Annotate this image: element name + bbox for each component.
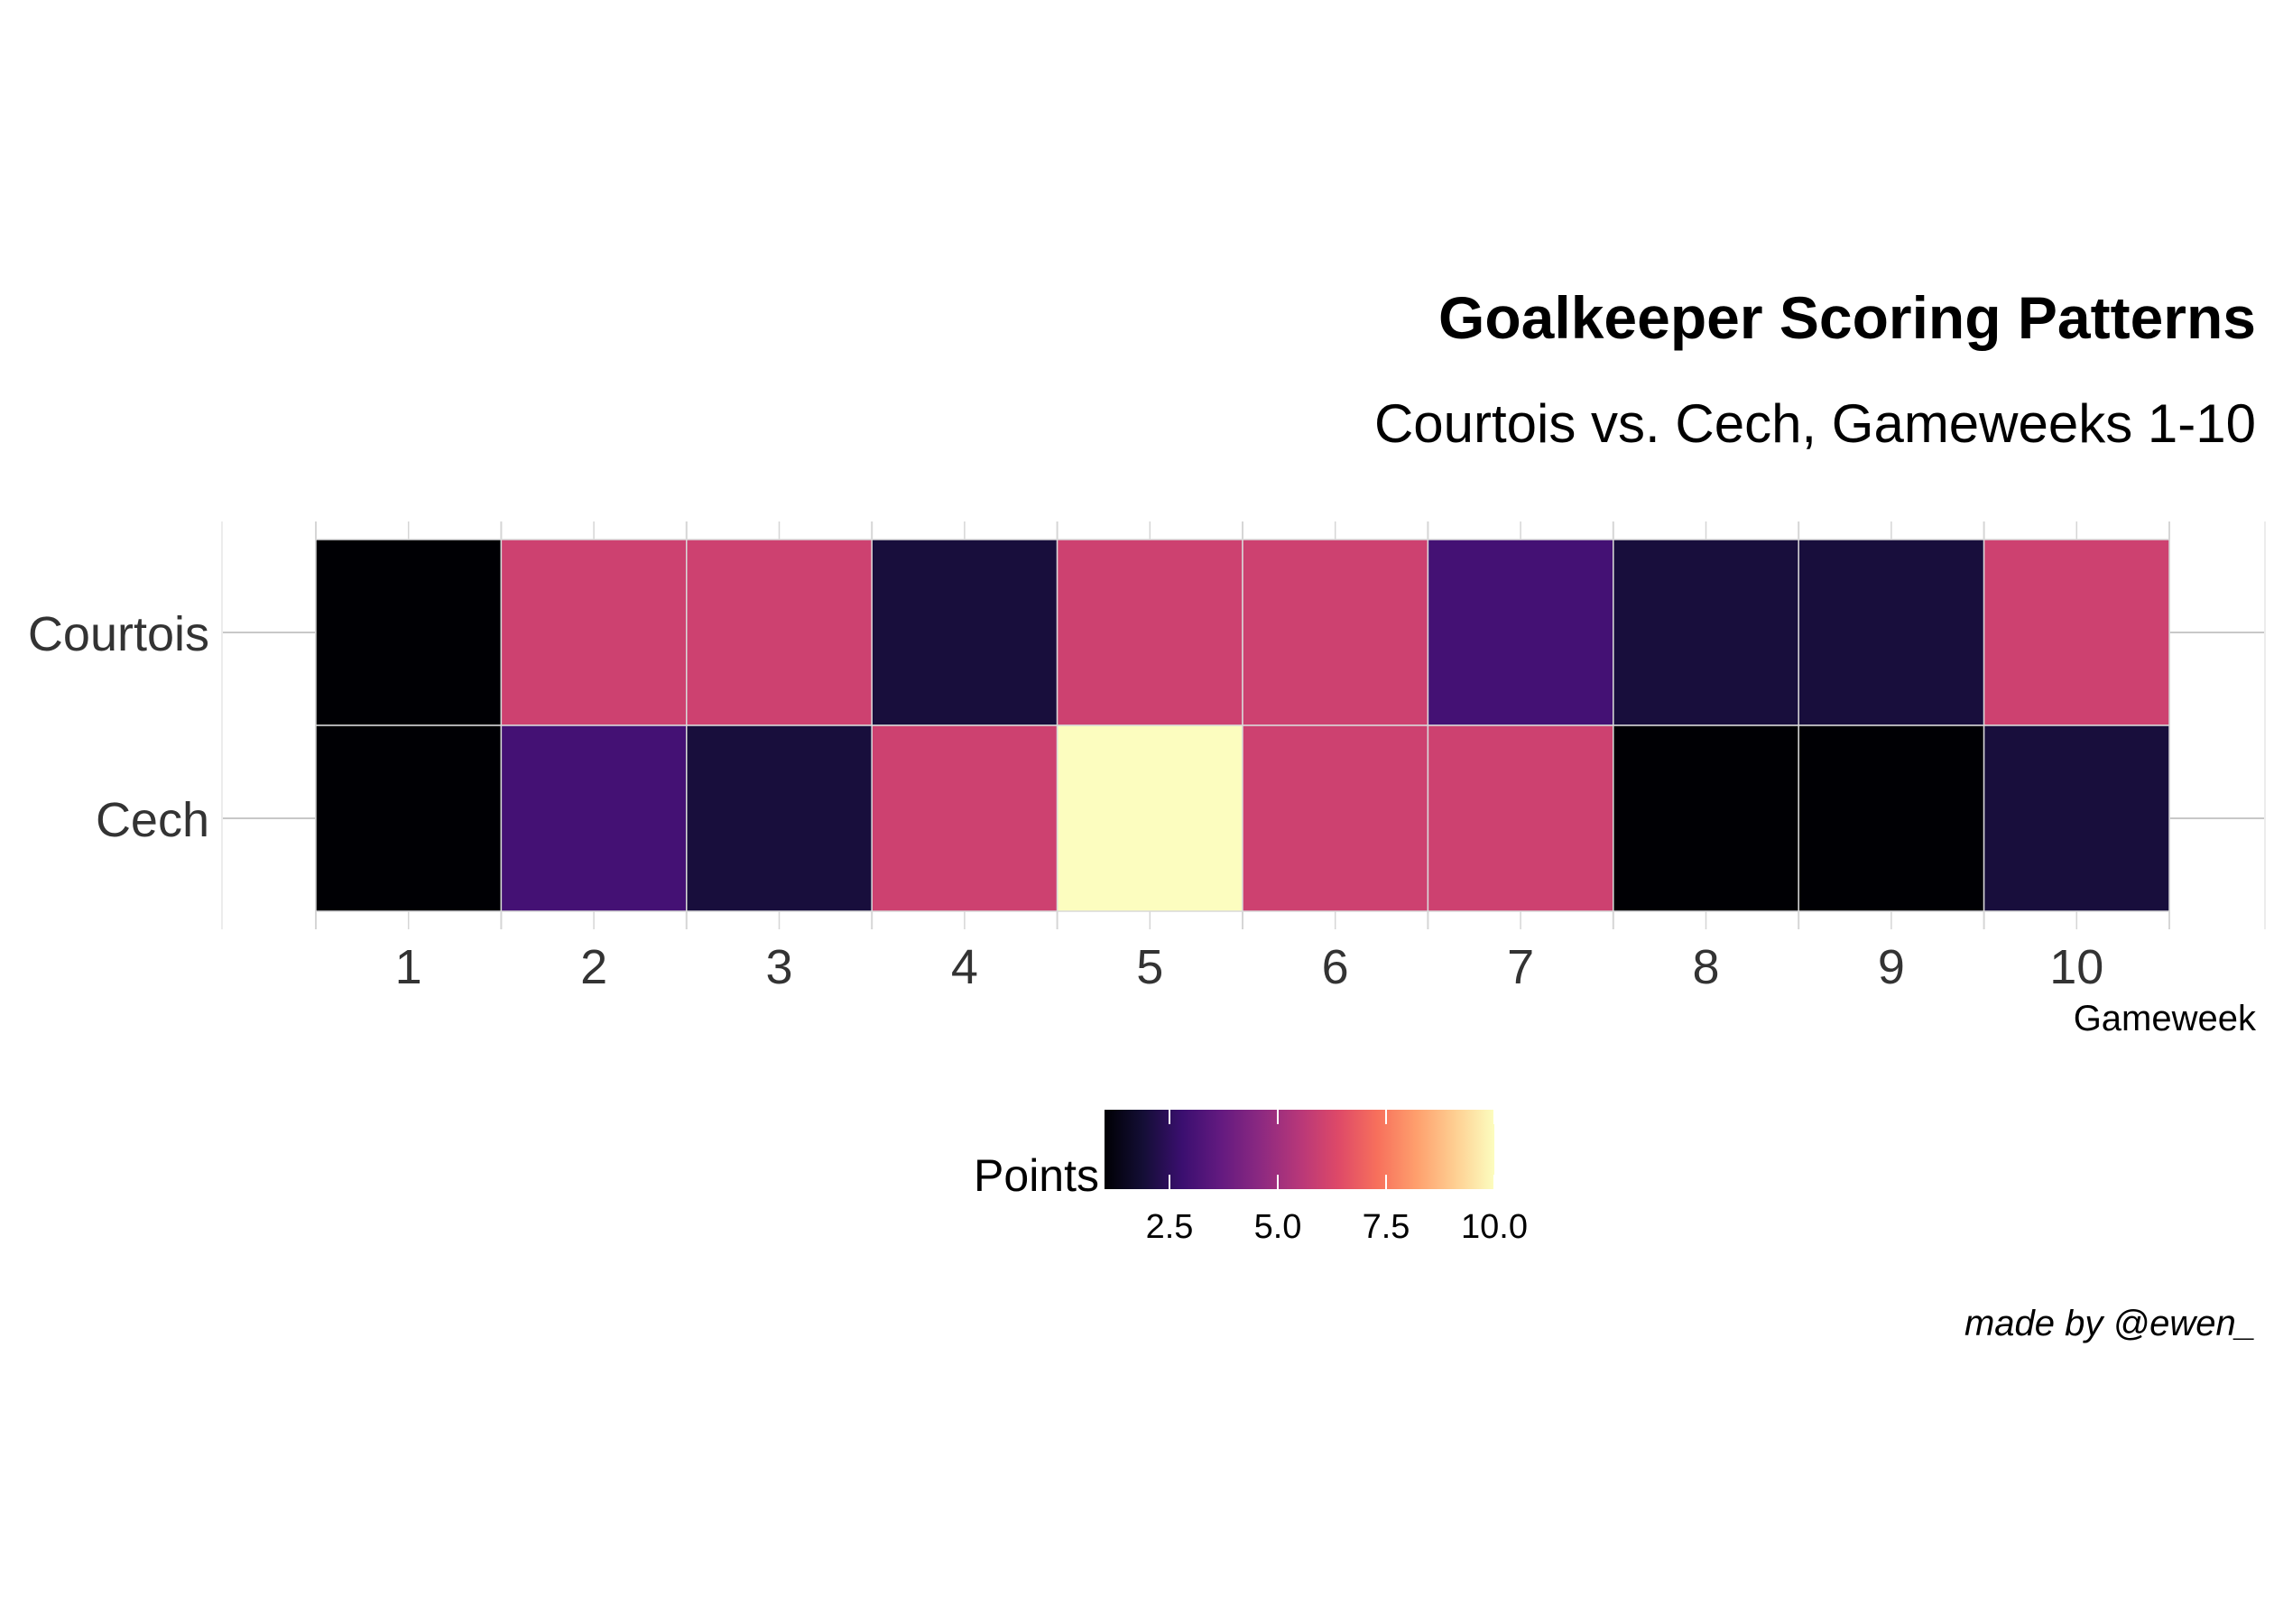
- heatmap-cell: [1613, 539, 1799, 726]
- heatmap-cell: [1798, 724, 1985, 912]
- heatmap-cell: [1798, 539, 1985, 726]
- heatmap-cell: [500, 724, 688, 912]
- legend-tick-label: 10.0: [1461, 1208, 1528, 1246]
- x-tick-label: 7: [1507, 940, 1534, 994]
- x-tick-label: 2: [580, 940, 607, 994]
- heatmap-cell: [315, 539, 503, 726]
- x-tick-label: 1: [395, 940, 422, 994]
- x-tick-label: 3: [765, 940, 792, 994]
- x-axis-labels: 1 2 3 4 5 6 7 8 9 10: [395, 940, 2104, 994]
- x-tick-label: 8: [1692, 940, 1719, 994]
- heatmap-cell: [1056, 539, 1243, 726]
- y-tick-label: Courtois: [28, 607, 209, 661]
- legend-colorbar: [1105, 1110, 1494, 1189]
- heatmap-cell: [315, 724, 503, 912]
- y-tick-label: Cech: [96, 793, 209, 847]
- x-tick-label: 5: [1136, 940, 1163, 994]
- heatmap-cell: [871, 724, 1058, 912]
- x-tick-label: 9: [1878, 940, 1905, 994]
- heatmap-cell: [1427, 539, 1614, 726]
- heatmap-cell: [1242, 724, 1429, 912]
- heatmap-cell: [686, 539, 873, 726]
- legend-tick-label: 5.0: [1254, 1208, 1302, 1246]
- legend-title: Points: [974, 1150, 1099, 1201]
- y-axis-labels: Courtois Cech: [28, 607, 209, 847]
- x-axis-title: Gameweek: [2074, 999, 2257, 1038]
- heatmap-cell: [686, 724, 873, 912]
- x-tick-label: 10: [2049, 940, 2103, 994]
- color-legend: Points 2.5 5.0 7.5 10.0: [974, 1110, 1528, 1246]
- heatmap-cell: [1056, 724, 1243, 912]
- heatmap-cell: [1613, 724, 1799, 912]
- heatmap-cell: [1427, 724, 1614, 912]
- heatmap-cell: [1242, 539, 1429, 726]
- legend-tick-label: 7.5: [1363, 1208, 1410, 1246]
- heatmap-cell: [1983, 539, 2170, 726]
- chart-subtitle: Courtois vs. Cech, Gameweeks 1-10: [1374, 393, 2256, 454]
- x-tick-label: 6: [1322, 940, 1349, 994]
- legend-tick-label: 2.5: [1146, 1208, 1194, 1246]
- heatmap-cells: [315, 539, 2170, 912]
- chart-title: Goalkeeper Scoring Patterns: [1438, 284, 2256, 351]
- x-tick-label: 4: [951, 940, 978, 994]
- heatmap-cell: [871, 539, 1058, 726]
- caption: made by @ewen_: [1964, 1304, 2256, 1343]
- legend-ticks: 2.5 5.0 7.5 10.0: [1146, 1110, 1528, 1246]
- heatmap-cell: [500, 539, 688, 726]
- heatmap-cell: [1983, 724, 2170, 912]
